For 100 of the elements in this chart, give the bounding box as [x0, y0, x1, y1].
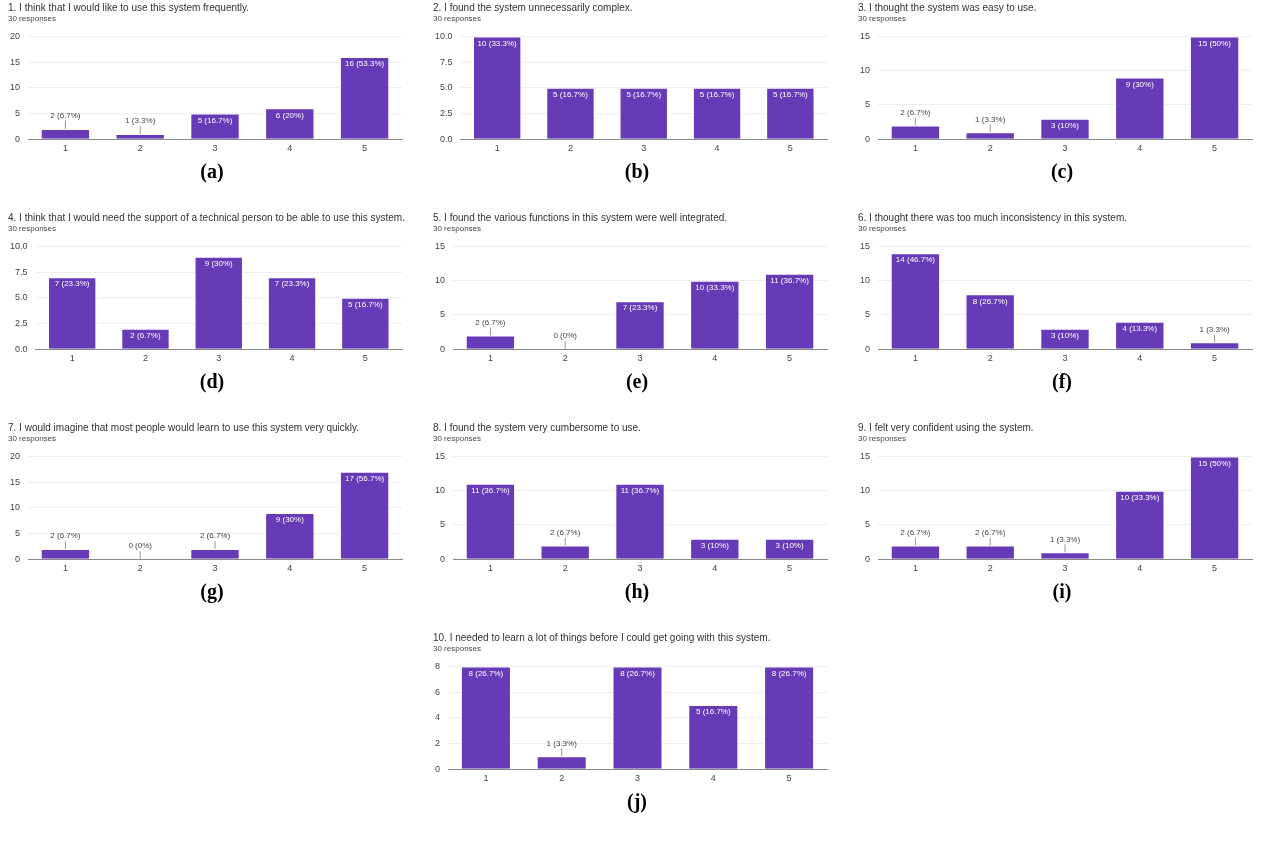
y-tick-label: 5 [15, 527, 21, 538]
y-tick-label: 10 [860, 485, 871, 496]
chart-title: 4. I think that I would need the support of a technical person to be able to use this system. [8, 212, 406, 223]
y-tick-label: 2 [434, 737, 441, 748]
x-tick-label: 2 [142, 353, 148, 364]
y-tick-label: 15 [435, 240, 446, 251]
y-tick-label: 5 [865, 99, 871, 110]
data-label: 2 (6.7%) [199, 531, 231, 541]
y-tick-label: 0 [434, 763, 441, 774]
x-tick-label: 1 [912, 143, 918, 154]
data-label: 1 (3.3%) [546, 738, 578, 748]
x-tick-label: 2 [987, 143, 993, 154]
chart-subtitle: 30 responses [8, 224, 58, 233]
x-tick-label: 3 [1062, 143, 1068, 154]
x-tick-label: 5 [1212, 563, 1218, 574]
data-label: 8 (26.7%) [468, 668, 504, 678]
x-tick-label: 3 [637, 353, 643, 364]
y-tick-label: 5 [15, 107, 21, 118]
y-tick-label: 2.5 [440, 107, 453, 118]
data-label: 2 (6.7%) [900, 107, 931, 117]
x-tick-label: 3 [212, 563, 218, 574]
y-tick-label: 20 [10, 450, 21, 461]
y-tick-label: 15 [10, 476, 21, 487]
x-tick-label: 5 [1212, 353, 1218, 364]
y-tick-label: 5.0 [440, 82, 453, 93]
data-label: 14 (46.7%) [895, 255, 936, 265]
x-tick-label: 2 [562, 563, 568, 574]
x-tick-label: 4 [1137, 143, 1143, 154]
y-tick-label: 10 [860, 65, 871, 76]
x-tick-label: 5 [787, 563, 793, 574]
text: (d) [198, 370, 226, 393]
chart-title: 8. I found the system very cumbersome to use. [433, 422, 642, 433]
text: (i) [1051, 580, 1073, 603]
y-tick-label: 10 [10, 82, 21, 93]
x-tick-label: 2 [987, 563, 993, 574]
y-tick-label: 7.5 [15, 266, 28, 277]
chart-subtitle: 30 responses [858, 434, 908, 443]
y-tick-label: 0 [440, 343, 446, 354]
data-label: 2 (6.7%) [900, 527, 931, 537]
x-tick-label: 1 [912, 563, 918, 574]
chart-title: 1. I think that I would like to use this system frequently. [8, 2, 251, 13]
data-label: 3 (10%) [775, 540, 804, 550]
y-tick-label: 15 [860, 240, 871, 251]
chart-title: 9. I felt very confident using the system. [858, 422, 1035, 433]
x-tick-label: 1 [69, 353, 75, 364]
chart-title: 3. I thought the system was easy to use. [858, 2, 1038, 13]
data-label: 7 (23.3%) [274, 279, 310, 289]
data-label: 1 (3.3%) [125, 116, 156, 126]
data-label: 9 (30%) [275, 515, 305, 525]
y-tick-label: 0 [440, 553, 446, 564]
y-tick-label: 5 [440, 519, 446, 530]
x-tick-label: 2 [559, 773, 565, 784]
x-tick-label: 4 [714, 143, 720, 154]
chart-title: 7. I would imagine that most people would learn to use this system very quickly. [8, 422, 361, 433]
x-tick-label: 1 [483, 773, 489, 784]
x-tick-label: 4 [1137, 353, 1143, 364]
x-tick-label: 3 [641, 143, 647, 154]
chart-subtitle: 30 responses [858, 14, 908, 23]
data-label: 0 (0%) [553, 331, 578, 341]
chart-subtitle: 30 responses [8, 14, 58, 23]
data-label: 8 (26.7%) [771, 668, 807, 678]
data-label: 11 (36.7%) [770, 276, 810, 286]
x-tick-label: 1 [494, 143, 500, 154]
y-tick-label: 0 [865, 343, 871, 354]
x-tick-label: 4 [289, 353, 295, 364]
chart-title: 5. I found the various functions in this system were well integrated. [433, 212, 729, 223]
data-label: 2 (6.7%) [50, 531, 81, 541]
x-tick-label: 4 [712, 353, 718, 364]
data-label: 2 (6.7%) [50, 111, 81, 121]
chart-subtitle: 30 responses [433, 644, 483, 653]
x-tick-label: 1 [487, 353, 493, 364]
y-tick-label: 10.0 [9, 240, 28, 251]
data-label: 9 (30%) [204, 258, 234, 268]
data-label: 5 (16.7%) [348, 300, 384, 309]
data-label: 3 (10%) [1051, 330, 1080, 340]
text: (f) [1051, 370, 1073, 393]
data-label: 10 (33.3%) [1120, 492, 1160, 502]
y-tick-label: 0 [865, 553, 871, 564]
x-tick-label: 4 [287, 143, 293, 154]
data-label: 1 (3.3%) [1199, 324, 1231, 334]
data-label: 8 (26.7%) [972, 296, 1008, 306]
y-tick-label: 15 [860, 30, 871, 41]
x-tick-label: 5 [362, 353, 368, 364]
data-label: 5 (16.7%) [626, 90, 662, 99]
data-label: 2 (6.7%) [130, 330, 161, 340]
x-tick-label: 1 [62, 563, 68, 574]
data-label: 5 (16.7%) [773, 90, 809, 99]
x-tick-label: 3 [637, 563, 643, 574]
text: (c) [1049, 160, 1075, 183]
text: (j) [626, 790, 648, 813]
data-label: 2 (6.7%) [475, 317, 506, 327]
y-tick-label: 5.0 [15, 292, 28, 303]
x-tick-label: 5 [362, 143, 368, 154]
data-label: 11 (36.7%) [620, 486, 660, 496]
y-tick-label: 15 [435, 450, 446, 461]
x-tick-label: 4 [287, 563, 293, 574]
y-tick-label: 4 [434, 712, 441, 723]
y-tick-label: 8 [434, 660, 441, 671]
chart-title: 6. I thought there was too much inconsistency in this system. [858, 212, 1129, 223]
x-tick-label: 5 [787, 353, 793, 364]
